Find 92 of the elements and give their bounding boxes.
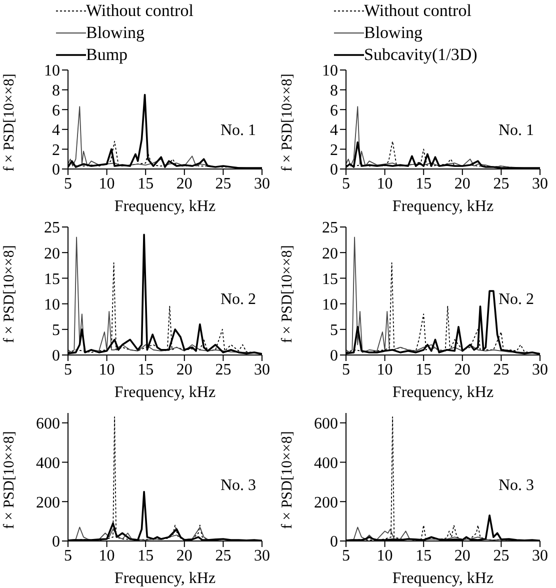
x-axis-title: Frequency, kHz [392, 570, 494, 587]
y-tick-label: 200 [36, 494, 60, 512]
y-axis-title: f × PSD[10××8] [279, 245, 296, 343]
annotation: No. 1 [498, 122, 534, 140]
x-axis-title: Frequency, kHz [114, 198, 216, 215]
y-tick-label: 200 [314, 494, 338, 512]
legend-label: Without control [86, 0, 194, 22]
x-tick-label: 30 [532, 361, 548, 378]
y-tick-label: 5 [330, 322, 338, 340]
x-tick-label: 5 [64, 361, 72, 378]
y-tick-label: 10 [44, 296, 60, 314]
x-tick-label: 20 [176, 361, 192, 378]
x-tick-label: 25 [215, 175, 232, 192]
x-tick-label: 15 [138, 547, 154, 564]
x-axis-title: Frequency, kHz [392, 198, 494, 215]
annotation: No. 3 [498, 477, 534, 495]
x-tick-label: 30 [254, 175, 270, 192]
y-tick-label: 0 [330, 534, 338, 551]
y-tick-label: 2 [330, 142, 338, 159]
x-axis-title: Frequency, kHz [392, 384, 494, 401]
y-tick-label: 8 [330, 82, 338, 100]
y-tick-label: 20 [44, 245, 60, 262]
x-tick-label: 10 [98, 175, 115, 192]
annotation: No. 1 [220, 122, 256, 140]
x-tick-label: 15 [416, 175, 432, 192]
legend-label: Blowing [364, 22, 423, 44]
y-tick-label: 10 [322, 296, 338, 314]
x-tick-label: 10 [376, 547, 393, 564]
y-axis-title: f × PSD[10××8] [279, 74, 296, 172]
y-tick-label: 4 [330, 122, 338, 140]
y-tick-label: 0 [52, 162, 60, 179]
x-tick-label: 5 [342, 361, 350, 378]
x-tick-label: 5 [342, 547, 350, 564]
x-tick-label: 15 [416, 547, 432, 564]
y-tick-label: 600 [314, 416, 338, 433]
x-tick-label: 25 [493, 175, 510, 192]
x-tick-label: 10 [98, 547, 115, 564]
x-tick-label: 25 [493, 547, 510, 564]
x-tick-label: 30 [532, 547, 548, 564]
y-tick-label: 5 [52, 322, 60, 340]
legend-label: Blowing [86, 22, 145, 44]
annotation: No. 2 [220, 291, 256, 309]
y-tick-label: 15 [322, 270, 338, 288]
y-tick-label: 8 [52, 82, 60, 100]
y-tick-label: 6 [52, 102, 60, 120]
x-tick-label: 30 [254, 361, 270, 378]
x-tick-label: 25 [215, 547, 232, 564]
x-tick-label: 20 [454, 547, 470, 564]
legend-label: Subcavity(1/3D) [364, 44, 478, 66]
y-axis-title: f × PSD[10××8] [1, 431, 18, 529]
y-tick-label: 0 [330, 162, 338, 179]
x-tick-label: 5 [64, 175, 72, 192]
x-tick-label: 5 [342, 175, 350, 192]
x-tick-label: 10 [376, 361, 393, 378]
y-axis-title: f × PSD[10××8] [1, 74, 18, 172]
x-tick-label: 20 [176, 175, 192, 192]
y-axis-title: f × PSD[10××8] [1, 245, 18, 343]
y-tick-label: 4 [52, 122, 60, 140]
y-tick-label: 6 [330, 102, 338, 120]
x-tick-label: 10 [376, 175, 393, 192]
x-tick-label: 20 [454, 175, 470, 192]
x-tick-label: 15 [138, 175, 154, 192]
legend-label: Without control [364, 0, 472, 22]
x-tick-label: 25 [215, 361, 232, 378]
y-tick-label: 25 [44, 220, 60, 237]
y-tick-label: 400 [314, 454, 338, 472]
y-tick-label: 10 [322, 62, 338, 80]
annotation: No. 3 [220, 477, 256, 495]
y-tick-label: 2 [52, 142, 60, 159]
x-tick-label: 20 [176, 547, 192, 564]
x-tick-label: 15 [416, 361, 432, 378]
y-tick-label: 0 [330, 348, 338, 365]
annotation: No. 2 [498, 291, 534, 309]
y-tick-label: 0 [52, 348, 60, 365]
legend-label: Bump [86, 44, 128, 66]
x-axis-title: Frequency, kHz [114, 570, 216, 587]
x-tick-label: 5 [64, 547, 72, 564]
x-tick-label: 30 [532, 175, 548, 192]
y-tick-label: 0 [52, 534, 60, 551]
x-tick-label: 30 [254, 547, 270, 564]
x-tick-label: 10 [98, 361, 115, 378]
x-tick-label: 25 [493, 361, 510, 378]
y-tick-label: 400 [36, 454, 60, 472]
x-tick-label: 15 [138, 361, 154, 378]
y-tick-label: 15 [44, 270, 60, 288]
y-tick-label: 20 [322, 245, 338, 262]
y-axis-title: f × PSD[10××8] [279, 431, 296, 529]
y-tick-label: 600 [36, 416, 60, 433]
x-axis-title: Frequency, kHz [114, 384, 216, 401]
x-tick-label: 20 [454, 361, 470, 378]
y-tick-label: 25 [322, 220, 338, 237]
y-tick-label: 10 [44, 62, 60, 80]
